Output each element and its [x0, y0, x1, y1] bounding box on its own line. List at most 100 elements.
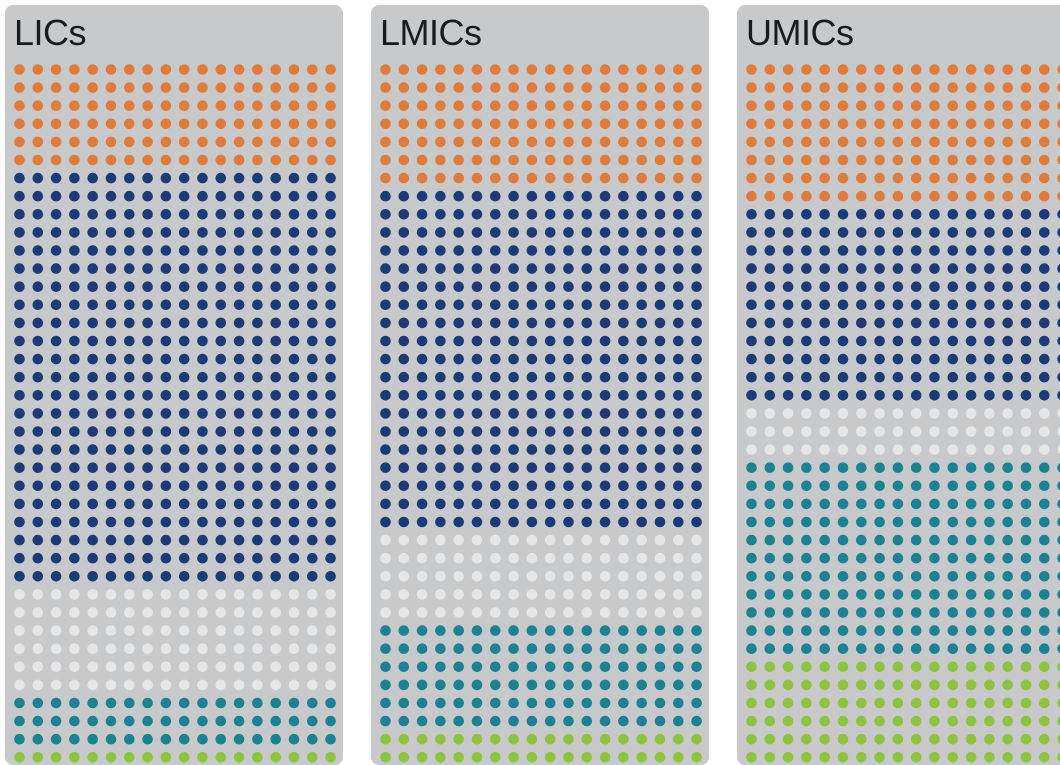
- waffle-dot-green: [233, 752, 245, 763]
- waffle-dot-navy: [782, 263, 794, 274]
- waffle-dot-navy: [270, 172, 282, 184]
- waffle-dot-navy: [1002, 245, 1013, 256]
- waffle-dot-orange: [764, 136, 776, 148]
- waffle-dot-navy: [618, 353, 629, 365]
- waffle-dot-orange: [581, 82, 593, 93]
- waffle-dot-navy: [526, 516, 538, 528]
- waffle-dot-navy: [197, 462, 208, 474]
- waffle-dot-orange: [69, 136, 80, 148]
- waffle-dot-navy: [856, 227, 867, 238]
- waffle-dot-lightgray: [544, 534, 556, 546]
- waffle-dot-teal: [69, 715, 80, 727]
- waffle-dot-green: [636, 752, 647, 763]
- waffle-dot-navy: [654, 462, 666, 474]
- waffle-dot-navy: [654, 516, 666, 528]
- waffle-dot-orange: [105, 82, 117, 93]
- waffle-dot-teal: [947, 571, 959, 582]
- waffle-dot-teal: [874, 498, 885, 510]
- waffle-dot-navy: [32, 426, 44, 437]
- waffle-dot-lightgray: [599, 589, 611, 600]
- waffle-dot-navy: [837, 371, 849, 383]
- waffle-dot-teal: [965, 625, 977, 636]
- waffle-dot-teal: [69, 733, 80, 745]
- waffle-dot-navy: [105, 281, 117, 293]
- waffle-dot-teal: [1057, 607, 1060, 618]
- waffle-dot-orange: [874, 190, 885, 202]
- waffle-dot-navy: [581, 209, 593, 220]
- waffle-dot-lightgray: [325, 589, 336, 600]
- waffle-dot-navy: [380, 371, 391, 383]
- waffle-dot-navy: [544, 227, 556, 238]
- waffle-dot-green: [69, 752, 80, 763]
- waffle-dot-navy: [325, 426, 336, 437]
- waffle-dot-navy: [105, 571, 117, 582]
- waffle-dot-orange: [288, 64, 300, 75]
- waffle-dot-teal: [599, 625, 611, 636]
- waffle-dot-navy: [14, 263, 25, 274]
- waffle-dot-orange: [14, 136, 25, 148]
- waffle-dot-navy: [124, 209, 135, 220]
- waffle-dot-lightgray: [87, 643, 98, 654]
- waffle-dot-navy: [910, 317, 922, 329]
- waffle-dot-lightgray: [87, 661, 98, 673]
- waffle-dot-navy: [215, 227, 227, 238]
- waffle-dot-navy: [398, 209, 410, 220]
- waffle-dot-orange: [526, 64, 538, 75]
- waffle-dot-navy: [233, 498, 245, 510]
- waffle-dot-orange: [325, 136, 336, 148]
- waffle-dot-orange: [801, 82, 812, 93]
- waffle-dot-teal: [636, 643, 647, 654]
- waffle-dot-navy: [197, 371, 208, 383]
- waffle-dot-navy: [471, 426, 483, 437]
- waffle-dot-teal: [1020, 643, 1032, 654]
- waffle-dot-orange: [618, 118, 629, 130]
- waffle-dot-teal: [892, 516, 904, 528]
- waffle-dot-navy: [105, 444, 117, 455]
- waffle-dot-green: [819, 715, 830, 727]
- waffle-dot-teal: [801, 462, 812, 474]
- waffle-dot-navy: [1002, 371, 1013, 383]
- waffle-dot-navy: [673, 281, 684, 293]
- waffle-dot-navy: [490, 426, 501, 437]
- waffle-dot-orange: [69, 100, 80, 111]
- waffle-dot-navy: [654, 335, 666, 347]
- waffle-dot-navy: [87, 227, 98, 238]
- waffle-dot-navy: [87, 552, 98, 564]
- waffle-dot-navy: [782, 281, 794, 293]
- waffle-dot-green: [910, 661, 922, 673]
- waffle-dot-navy: [87, 534, 98, 546]
- waffle-dot-navy: [801, 353, 812, 365]
- waffle-dot-navy: [197, 263, 208, 274]
- waffle-dot-navy: [124, 245, 135, 256]
- waffle-dot-lightgray: [307, 679, 318, 691]
- waffle-dot-navy: [563, 353, 574, 365]
- waffle-dot-navy: [160, 371, 172, 383]
- waffle-dot-teal: [1057, 499, 1060, 509]
- waffle-dot-navy: [435, 444, 446, 455]
- waffle-dot-navy: [490, 245, 501, 256]
- waffle-dot-navy: [416, 444, 428, 455]
- waffle-dot-teal: [471, 661, 483, 673]
- waffle-dot-orange: [380, 100, 391, 111]
- waffle-dot-teal: [746, 643, 757, 654]
- waffle-dot-navy: [142, 245, 153, 256]
- waffle-dot-navy: [252, 534, 263, 546]
- waffle-dot-green: [746, 733, 757, 745]
- waffle-dot-teal: [984, 625, 995, 636]
- waffle-dot-lightgray: [636, 607, 647, 618]
- waffle-dot-navy: [1039, 281, 1050, 293]
- waffle-dot-teal: [398, 625, 410, 636]
- waffle-dot-navy: [69, 227, 80, 238]
- waffle-dot-orange: [673, 100, 684, 111]
- waffle-dot-navy: [910, 299, 922, 311]
- waffle-dot-orange: [892, 64, 904, 75]
- waffle-dot-lightgray: [398, 534, 410, 546]
- waffle-dot-green: [87, 752, 98, 763]
- waffle-dot-navy: [581, 335, 593, 347]
- waffle-dot-navy: [380, 317, 391, 329]
- waffle-dot-lightgray: [929, 426, 940, 437]
- waffle-dot-lightgray: [782, 426, 794, 437]
- waffle-dot-lightgray: [270, 679, 282, 691]
- waffle-dot-green: [471, 733, 483, 745]
- waffle-dot-navy: [654, 245, 666, 256]
